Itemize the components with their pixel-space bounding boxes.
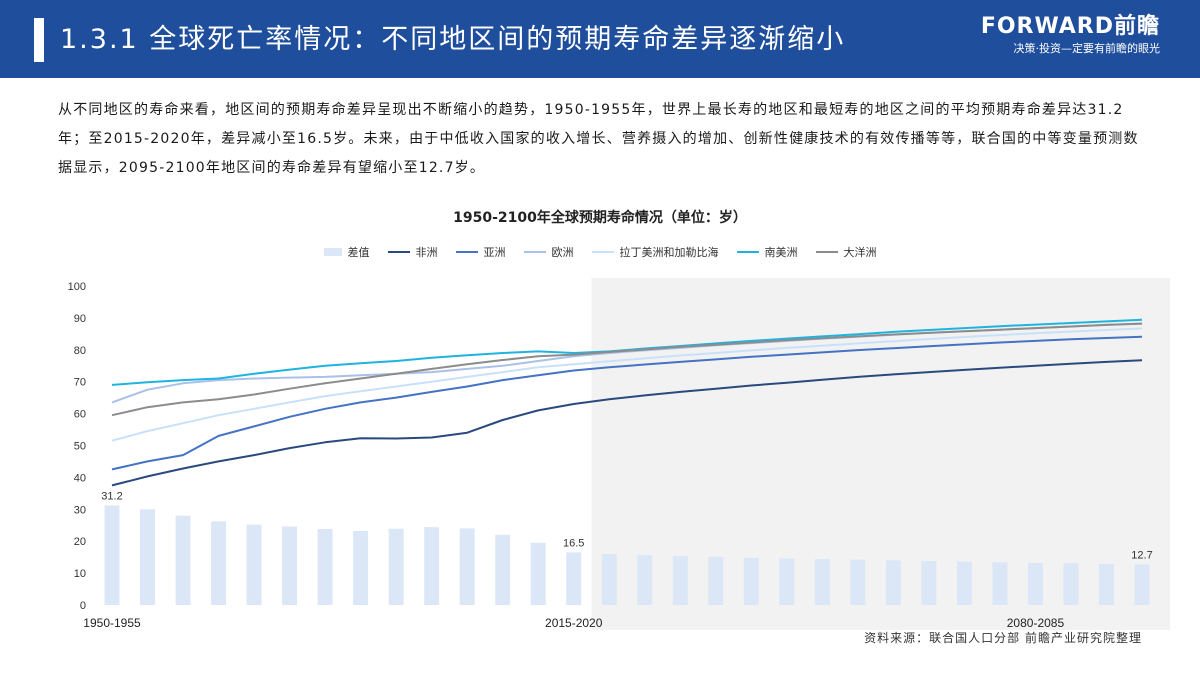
bar-diff-16 <box>672 556 688 605</box>
bar-diff-25 <box>992 562 1008 605</box>
legend-item-6: 大洋洲 <box>815 244 877 260</box>
y-tick-label: 100 <box>68 281 86 293</box>
bar-diff-21 <box>850 559 866 605</box>
page-title: 1.3.1 全球死亡率情况：不同地区间的预期寿命差异逐渐缩小 <box>60 24 846 55</box>
legend-label: 大洋洲 <box>843 246 877 259</box>
bar-diff-0 <box>104 505 120 605</box>
bar-diff-28 <box>1099 563 1114 605</box>
y-tick-label: 20 <box>74 536 86 548</box>
title-accent-bar <box>34 18 44 62</box>
legend-swatch <box>815 251 838 253</box>
y-tick-label: 70 <box>74 377 86 389</box>
legend-label: 非洲 <box>415 246 438 259</box>
y-tick-label: 10 <box>74 568 86 580</box>
legend-item-5: 南美洲 <box>736 244 798 260</box>
bar-diff-24 <box>956 561 972 605</box>
series-line-3 <box>111 327 1143 442</box>
bar-diff-5 <box>282 526 298 605</box>
source-note: 资料来源：联合国人口分部 前瞻产业研究院整理 <box>864 631 1142 645</box>
chart-title: 1950-2100年全球预期寿命情况（单位：岁） <box>453 210 747 226</box>
legend-label: 南美洲 <box>764 246 798 259</box>
bar-diff-2 <box>175 515 191 605</box>
x-tick-label: 1950-1955 <box>83 616 141 630</box>
y-tick-label: 0 <box>80 600 86 612</box>
bar-diff-3 <box>211 521 227 605</box>
bar-diff-19 <box>779 558 795 605</box>
bar-diff-4 <box>246 524 262 605</box>
series-line-0 <box>111 359 1143 487</box>
legend-item-0: 差值 <box>323 244 370 260</box>
legend-item-4: 拉丁美洲和加勒比海 <box>591 244 719 260</box>
bar-diff-10 <box>459 528 475 605</box>
legend-label: 亚洲 <box>483 246 506 259</box>
bar-diff-27 <box>1063 563 1079 605</box>
bar-diff-15 <box>637 555 653 605</box>
bar-diff-1 <box>140 509 155 605</box>
y-tick-label: 40 <box>74 472 86 484</box>
bar-diff-26 <box>1027 562 1043 605</box>
bar-diff-29 <box>1134 564 1150 605</box>
legend-swatch <box>323 248 342 256</box>
bar-diff-9 <box>424 527 440 605</box>
bar-diff-7 <box>353 530 369 605</box>
bar-diff-17 <box>708 556 724 605</box>
y-tick-label: 80 <box>74 345 86 357</box>
legend-swatch <box>455 251 478 253</box>
y-tick-label: 30 <box>74 504 86 516</box>
y-tick-label: 60 <box>74 409 86 421</box>
legend-label: 欧洲 <box>551 246 574 259</box>
legend-swatch <box>523 251 546 253</box>
y-tick-label: 90 <box>74 313 86 325</box>
bar-diff-8 <box>388 528 404 605</box>
legend-item-1: 非洲 <box>387 244 438 260</box>
header-banner: 1.3.1 全球死亡率情况：不同地区间的预期寿命差异逐渐缩小 FORWARD前瞻… <box>0 0 1200 78</box>
intro-paragraph: 从不同地区的寿命来看，地区间的预期寿命差异呈现出不断缩小的趋势，1950-195… <box>58 102 1139 176</box>
legend-label: 拉丁美洲和加勒比海 <box>619 246 719 259</box>
bar-diff-23 <box>921 560 937 605</box>
bar-diff-20 <box>814 559 830 605</box>
x-tick-label: 2015-2020 <box>545 616 603 630</box>
bar-diff-14 <box>601 553 617 605</box>
x-tick-label: 2080-2085 <box>1007 616 1065 630</box>
logo-slogan: 决策·投资—定要有前瞻的眼光 <box>1013 42 1161 55</box>
legend-item-3: 欧洲 <box>523 244 574 260</box>
legend-swatch <box>387 251 410 253</box>
bar-data-label: 12.7 <box>1131 549 1152 561</box>
bar-diff-22 <box>885 560 901 605</box>
bar-diff-12 <box>530 542 546 605</box>
bar-diff-6 <box>317 529 333 605</box>
bar-data-label: 16.5 <box>563 537 584 549</box>
legend-swatch <box>591 251 614 253</box>
bar-diff-11 <box>495 534 511 605</box>
forward-logo: FORWARD前瞻 决策·投资—定要有前瞻的眼光 <box>981 14 1160 56</box>
bar-data-label: 31.2 <box>101 490 122 502</box>
legend-label: 差值 <box>347 246 370 259</box>
series-line-5 <box>111 322 1143 417</box>
logo-name: FORWARD前瞻 <box>980 14 1160 39</box>
legend-item-2: 亚洲 <box>455 244 506 260</box>
legend-swatch <box>736 251 759 253</box>
y-tick-label: 50 <box>74 441 86 453</box>
bar-diff-18 <box>743 557 759 605</box>
chart-legend: 差值 非洲 亚洲 欧洲 拉丁美洲和加勒比海 南美洲 大洋洲 <box>0 244 1200 260</box>
bar-diff-13 <box>566 552 582 605</box>
series-line-1 <box>111 335 1143 471</box>
